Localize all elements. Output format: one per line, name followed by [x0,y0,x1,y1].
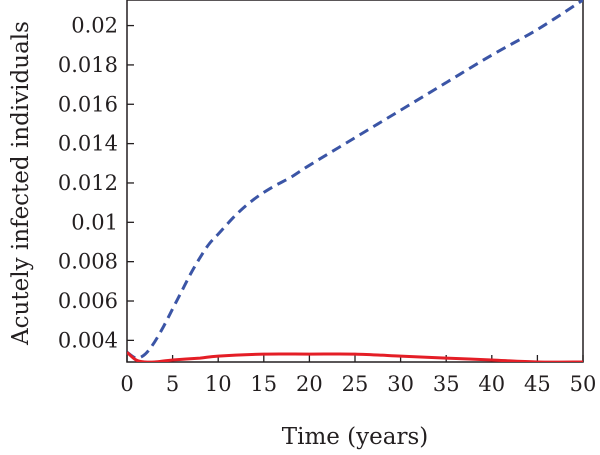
y-tick-label: 0.012 [58,171,118,195]
y-tick-label: 0.02 [71,14,118,38]
x-tick-label: 10 [205,372,232,396]
x-tick-label: 40 [478,372,505,396]
y-tick-label: 0.014 [58,132,118,156]
x-tick-label: 15 [250,372,277,396]
x-axis-title: Time (years) [282,424,429,450]
plot-frame [126,0,584,363]
series-line-solid-red [127,351,583,362]
x-tick-label: 35 [433,372,460,396]
series-line-dashed-blue [127,0,583,360]
y-tick-label: 0.006 [58,289,118,313]
y-tick-label: 0.008 [58,250,118,274]
y-tick-label: 0.01 [71,210,118,234]
x-tick-label: 45 [524,372,551,396]
y-axis-title: Acutely infected individuals [8,21,34,346]
x-tick-label: 25 [342,372,369,396]
y-tick-label: 0.018 [58,53,118,77]
x-tick-label: 30 [387,372,414,396]
x-tick-label: 0 [120,372,133,396]
x-tick-label: 50 [570,372,597,396]
y-tick-label: 0.004 [58,328,118,352]
y-tick-label: 0.016 [58,92,118,116]
x-tick-label: 5 [166,372,179,396]
x-tick-label: 20 [296,372,323,396]
plot-area: 0 5 10 15 20 25 30 35 40 45 50 0.004 0.006 0.008 0.01 0… [58,0,596,396]
